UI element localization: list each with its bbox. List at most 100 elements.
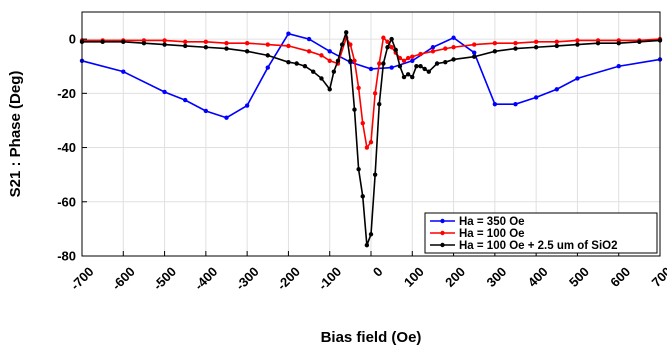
- data-point: [162, 89, 167, 95]
- data-point: [360, 120, 365, 126]
- x-tick-label: 700: [649, 264, 667, 290]
- data-point: [203, 108, 209, 114]
- series-layer: [79, 30, 663, 248]
- data-point: [472, 54, 477, 59]
- data-point: [385, 45, 390, 50]
- data-point: [224, 115, 229, 120]
- data-point: [162, 38, 167, 43]
- data-point: [339, 42, 345, 47]
- data-point: [554, 39, 559, 45]
- y-tick-label: 0: [69, 32, 76, 47]
- x-tick-label: -600: [109, 264, 138, 293]
- data-point: [203, 45, 209, 50]
- data-point: [360, 194, 365, 199]
- data-point: [637, 39, 642, 45]
- data-point: [410, 74, 415, 80]
- data-point: [426, 69, 431, 74]
- data-point: [352, 58, 357, 63]
- data-point: [451, 45, 456, 50]
- data-point: [183, 39, 188, 45]
- data-point: [385, 39, 390, 45]
- data-point: [294, 61, 299, 66]
- data-point: [306, 49, 312, 54]
- x-tick-label: -200: [274, 264, 303, 293]
- data-point: [319, 53, 324, 58]
- tick-labels: -700 -600 -500 -400 -300 -200 -100 0 100 200 300 40…: [57, 32, 667, 293]
- data-point: [443, 59, 448, 65]
- data-point: [414, 64, 419, 69]
- x-tick-label: 500: [566, 264, 592, 290]
- x-tick-label: -700: [68, 264, 97, 293]
- data-point: [286, 43, 291, 49]
- data-point: [513, 40, 518, 46]
- legend-label: Ha = 100 Oe + 2.5 um of SiO2: [459, 240, 618, 252]
- data-point: [265, 42, 270, 47]
- data-point: [244, 40, 250, 46]
- data-point: [372, 172, 378, 177]
- data-point: [492, 101, 498, 107]
- data-point: [410, 54, 415, 59]
- x-tick-label: -300: [233, 264, 262, 293]
- data-point: [616, 40, 621, 46]
- data-point: [513, 101, 518, 107]
- data-point: [286, 59, 291, 65]
- data-point: [513, 46, 518, 51]
- data-point: [443, 46, 448, 51]
- data-point: [492, 40, 498, 46]
- legend-entry: Ha = 100 Oe + 2.5 um of SiO2: [430, 240, 618, 252]
- data-point: [393, 47, 398, 53]
- data-point: [244, 103, 250, 108]
- data-point: [377, 61, 382, 66]
- data-point: [472, 50, 477, 55]
- legend-label: Ha = 100 Oe: [459, 228, 525, 240]
- data-point: [405, 72, 411, 77]
- data-point: [100, 39, 105, 45]
- data-point: [224, 40, 229, 46]
- data-point: [405, 55, 411, 61]
- y-tick-label: -60: [57, 194, 76, 209]
- data-point: [327, 87, 332, 92]
- x-tick-label: 100: [401, 264, 427, 290]
- legend-swatch-marker: [440, 218, 445, 224]
- data-point: [451, 35, 456, 40]
- data-point: [418, 51, 423, 57]
- data-point: [451, 57, 456, 62]
- legend-entry: Ha = 100 Oe: [430, 228, 525, 240]
- y-axis-label: S21 : Phase (Deg): [7, 71, 24, 198]
- data-point: [327, 49, 332, 54]
- x-tick-label: -100: [315, 264, 344, 293]
- data-point: [224, 46, 229, 51]
- data-point: [389, 36, 394, 42]
- series-1: [79, 31, 663, 120]
- data-point: [418, 64, 423, 69]
- data-point: [356, 167, 361, 172]
- data-point: [430, 45, 436, 50]
- data-point: [203, 39, 209, 45]
- data-point: [352, 107, 357, 112]
- data-point: [368, 139, 374, 145]
- legend-entry: Ha = 350 Oe: [430, 216, 525, 228]
- data-point: [265, 53, 270, 58]
- x-tick-label: 0: [370, 264, 386, 280]
- data-point: [472, 42, 477, 47]
- data-point: [364, 145, 370, 150]
- data-point: [356, 85, 361, 91]
- data-point: [410, 58, 415, 63]
- data-point: [286, 31, 291, 36]
- data-point: [575, 42, 580, 47]
- data-point: [348, 42, 353, 47]
- x-tick-label: 200: [442, 264, 468, 290]
- x-axis-label: Bias field (Oe): [321, 329, 422, 346]
- data-point: [162, 42, 167, 47]
- legend-label: Ha = 350 Oe: [459, 216, 525, 228]
- data-point: [348, 58, 353, 63]
- x-tick-label: 300: [483, 264, 509, 290]
- data-point: [327, 58, 332, 63]
- y-tick-label: -80: [57, 249, 76, 264]
- data-point: [319, 76, 324, 81]
- data-point: [368, 66, 374, 72]
- series-2: [79, 35, 663, 150]
- data-point: [121, 39, 126, 45]
